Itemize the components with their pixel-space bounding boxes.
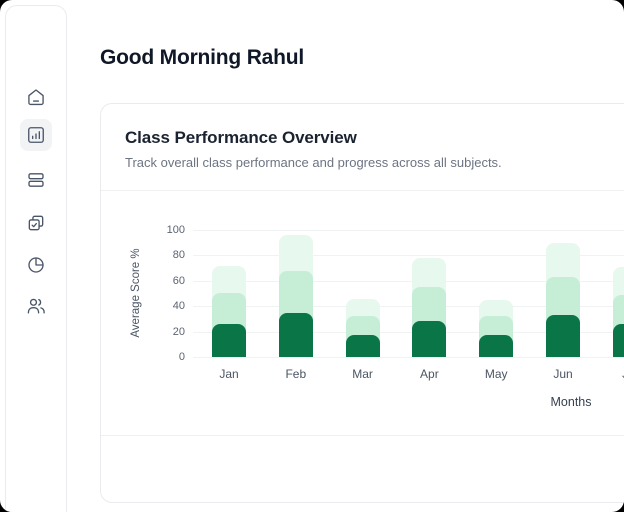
bar-may[interactable] [479,299,514,357]
bar-segment-bottom-segment[interactable] [278,312,313,357]
x-axis-title: Months [550,395,592,409]
chart-plot: Average Score % Months 0 20 40 60 80 100 Jan Fe… [101,190,624,436]
page-title: Good Morning Rahul [100,46,305,70]
rows-icon [26,170,46,190]
sidebar-item-students[interactable] [26,296,46,316]
bar-segment-bottom-segment[interactable] [345,335,380,357]
bar-segment-bottom-segment[interactable] [479,335,514,357]
users-icon [26,296,46,316]
card-subtitle: Track overall class performance and prog… [125,155,502,170]
bar-feb[interactable] [278,235,313,357]
x-tick-label: Jun [553,367,573,381]
bar-chart-icon [26,125,46,145]
x-tick-label: Feb [285,367,307,381]
x-tick-label: Jul [605,367,624,381]
bar-segment-bottom-segment[interactable] [612,323,624,357]
sidebar-item-reports[interactable] [26,255,46,275]
card-header: Class Performance Overview Track overall… [101,104,624,190]
x-tick-label: Jan [219,367,239,381]
x-tick-label: May [484,367,508,381]
bar-segment-bottom-segment[interactable] [412,321,447,357]
home-icon [26,87,46,107]
bar-jan[interactable] [212,265,246,357]
gridline [193,230,624,231]
bar-mar[interactable] [345,298,380,357]
bar-segment-bottom-segment[interactable] [212,323,246,357]
y-tick-label: 40 [172,300,185,313]
bar-segment-bottom-segment[interactable] [546,315,580,357]
x-tick-label: Mar [352,367,373,381]
bar-jun[interactable] [546,242,580,357]
sidebar-item-analytics[interactable] [20,119,52,151]
gridline [193,357,624,358]
bar-apr[interactable] [412,257,447,357]
y-tick-label: 0 [178,351,185,363]
y-tick-label: 80 [172,249,185,262]
card-footer [101,436,624,502]
sidebar-item-tasks[interactable] [26,213,46,233]
gridline [193,255,624,257]
bar-jul[interactable] [612,266,624,357]
card-title: Class Performance Overview [125,128,357,147]
x-tick-label: Apr [420,367,439,381]
y-tick-label: 60 [172,274,185,287]
y-tick-label: 20 [172,325,185,338]
performance-card: Class Performance Overview Track overall… [100,103,624,503]
gridline [193,331,624,333]
gridline [193,280,624,282]
y-tick-label: 100 [166,224,185,236]
sidebar-item-home[interactable] [26,87,46,107]
sidebar [5,5,67,512]
pie-chart-icon [26,255,46,275]
sidebar-item-classes[interactable] [26,170,46,190]
copy-check-icon [26,213,46,233]
gridline [193,306,624,308]
